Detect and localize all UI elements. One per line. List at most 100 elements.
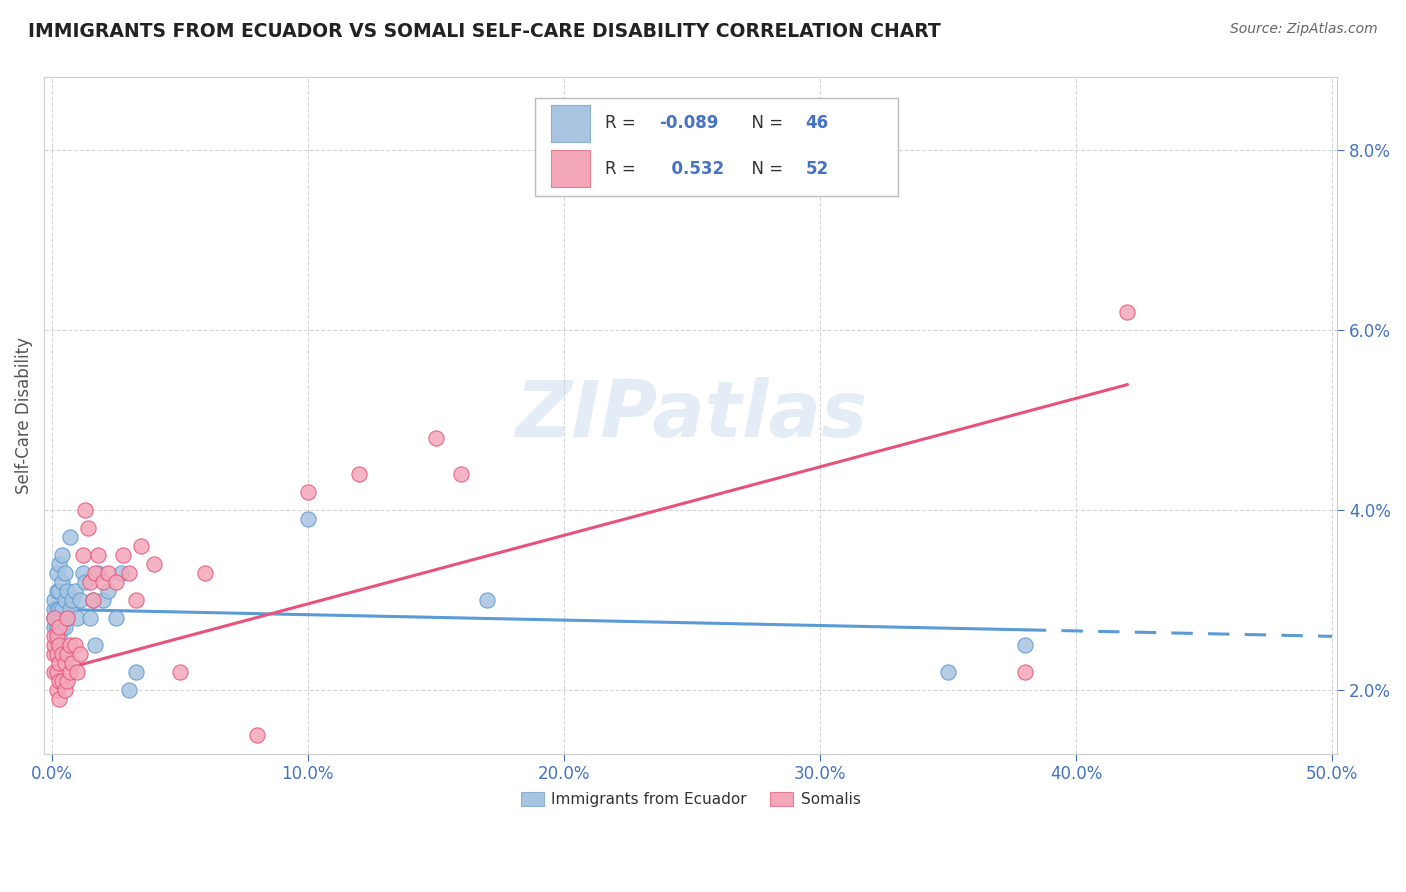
Text: ZIPatlas: ZIPatlas: [515, 377, 866, 453]
Point: [63, 638, 86, 652]
Point: [87, 566, 110, 581]
Point: [194, 566, 217, 581]
Point: [82, 593, 104, 607]
Text: 0.532: 0.532: [659, 160, 724, 178]
Point: [48, 602, 70, 616]
Point: [97, 566, 120, 581]
Point: [72, 548, 94, 562]
Point: [125, 593, 148, 607]
Point: [45, 602, 67, 616]
Point: [450, 467, 472, 481]
Point: [87, 548, 110, 562]
Point: [44, 638, 66, 652]
Point: [246, 729, 269, 743]
Point: [59, 665, 82, 680]
Y-axis label: Self-Care Disability: Self-Care Disability: [15, 337, 32, 494]
Point: [76, 521, 98, 535]
Point: [45, 683, 67, 698]
Point: [44, 648, 66, 662]
Point: [45, 665, 67, 680]
Point: [1116, 305, 1139, 319]
Point: [53, 657, 76, 671]
Point: [79, 575, 101, 590]
Point: [56, 584, 79, 599]
Point: [143, 558, 166, 572]
Point: [69, 648, 91, 662]
Point: [45, 584, 67, 599]
Point: [936, 665, 959, 680]
Point: [75, 503, 97, 517]
Point: [44, 665, 66, 680]
Point: [56, 674, 79, 689]
Point: [117, 683, 139, 698]
FancyBboxPatch shape: [536, 98, 897, 195]
Point: [44, 611, 66, 625]
Point: [59, 602, 82, 616]
Point: [45, 629, 67, 643]
Point: [56, 611, 79, 625]
Point: [84, 638, 107, 652]
Point: [758, 143, 780, 157]
Point: [48, 629, 70, 643]
Point: [1014, 665, 1036, 680]
Point: [48, 674, 70, 689]
Point: [91, 575, 114, 590]
Point: [131, 539, 153, 553]
Text: IMMIGRANTS FROM ECUADOR VS SOMALI SELF-CARE DISABILITY CORRELATION CHART: IMMIGRANTS FROM ECUADOR VS SOMALI SELF-C…: [28, 22, 941, 41]
Point: [347, 467, 370, 481]
Point: [72, 566, 94, 581]
Point: [48, 584, 70, 599]
Point: [79, 611, 101, 625]
Point: [56, 611, 79, 625]
Point: [51, 575, 73, 590]
Point: [45, 648, 67, 662]
Point: [53, 566, 76, 581]
Point: [45, 620, 67, 634]
Point: [48, 611, 70, 625]
Point: [475, 593, 498, 607]
Point: [125, 665, 148, 680]
Point: [48, 638, 70, 652]
Point: [45, 611, 67, 625]
Point: [44, 593, 66, 607]
Point: [51, 602, 73, 616]
Point: [59, 638, 82, 652]
Point: [44, 629, 66, 643]
Point: [53, 593, 76, 607]
Point: [425, 431, 447, 445]
Point: [75, 575, 97, 590]
Text: N =: N =: [741, 160, 789, 178]
Point: [69, 593, 91, 607]
Point: [48, 657, 70, 671]
Text: R =: R =: [606, 114, 641, 132]
Point: [104, 575, 127, 590]
Text: 52: 52: [806, 160, 830, 178]
Point: [53, 683, 76, 698]
Point: [48, 558, 70, 572]
Point: [97, 584, 120, 599]
Point: [60, 593, 83, 607]
Point: [297, 512, 319, 526]
Bar: [551, 150, 589, 187]
Point: [51, 620, 73, 634]
Point: [51, 648, 73, 662]
Point: [48, 692, 70, 706]
Point: [84, 566, 107, 581]
Text: -0.089: -0.089: [659, 114, 718, 132]
Legend: Immigrants from Ecuador, Somalis: Immigrants from Ecuador, Somalis: [515, 786, 866, 814]
Bar: [551, 105, 589, 142]
Point: [60, 657, 83, 671]
Point: [104, 611, 127, 625]
Point: [44, 602, 66, 616]
Point: [110, 566, 132, 581]
Point: [59, 530, 82, 544]
Point: [45, 566, 67, 581]
Point: [51, 548, 73, 562]
Point: [63, 584, 86, 599]
Text: R =: R =: [606, 160, 641, 178]
Point: [44, 611, 66, 625]
Point: [45, 638, 67, 652]
Point: [117, 566, 139, 581]
Text: 46: 46: [806, 114, 830, 132]
Point: [51, 674, 73, 689]
